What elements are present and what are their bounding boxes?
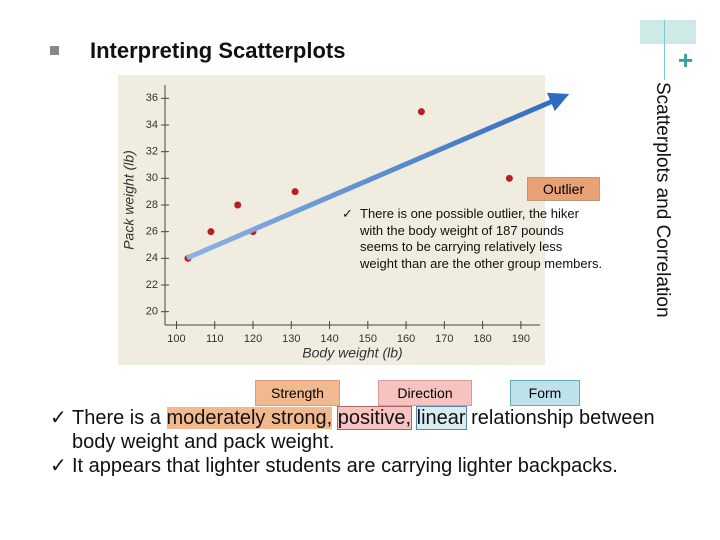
x-axis-title: Body weight (lb) (302, 345, 402, 361)
x-tick-label: 190 (512, 333, 530, 345)
highlight: moderately strong, (166, 407, 333, 429)
divider (664, 20, 665, 80)
note-line: There is one possible outlier, the hiker (342, 206, 602, 223)
bullets: There is a moderately strong, positive, … (50, 406, 700, 478)
y-tick-label: 28 (146, 199, 158, 211)
y-tick-label: 36 (146, 92, 158, 104)
point (207, 228, 215, 236)
tag-form: Form (510, 380, 580, 406)
outlier-callout: Outlier (527, 177, 600, 201)
x-tick-label: 180 (473, 333, 491, 345)
x-tick-label: 150 (359, 333, 377, 345)
x-tick-label: 130 (282, 333, 300, 345)
text: relationship between body weight and pac… (72, 407, 655, 453)
slide-title: Interpreting Scatterplots (90, 38, 346, 63)
y-tick-label: 30 (146, 172, 158, 184)
y-tick-label: 24 (146, 252, 158, 264)
note-line: with the body weight of 187 pounds (360, 222, 564, 238)
y-tick-label: 32 (146, 146, 158, 158)
corner-block (640, 20, 696, 44)
side-title: Scatterplots and Correlation (652, 82, 673, 318)
y-axis-title: Pack weight (lb) (121, 150, 137, 250)
tag-strength: Strength (255, 380, 340, 406)
x-tick-label: 120 (244, 333, 262, 345)
outlier-note: There is one possible outlier, the hiker… (342, 206, 602, 272)
point (417, 108, 425, 116)
y-tick-label: 20 (146, 306, 158, 318)
note-line: seems to be carrying relatively less (360, 239, 563, 254)
point (291, 188, 299, 196)
trend-arrow (186, 92, 570, 261)
y-tick-label: 34 (146, 119, 158, 131)
note-line: weight than are the other group members. (360, 255, 603, 271)
x-tick-label: 170 (435, 333, 453, 345)
point (234, 201, 242, 209)
x-tick-label: 140 (320, 333, 338, 345)
point (505, 174, 513, 182)
x-tick-label: 160 (397, 333, 415, 345)
x-tick-label: 100 (167, 333, 185, 345)
highlight: positive, (336, 406, 413, 430)
bullet: There is a moderately strong, positive, … (50, 406, 700, 454)
tag-direction: Direction (378, 380, 472, 406)
title-bullet (50, 46, 59, 55)
x-tick-label: 110 (206, 333, 224, 345)
plus-icon: + (678, 45, 694, 75)
text: There is a (72, 407, 161, 429)
bullet: It appears that lighter students are car… (50, 454, 700, 478)
y-tick-label: 22 (146, 279, 158, 291)
highlight: linear (415, 406, 467, 430)
y-tick-label: 26 (146, 226, 158, 238)
